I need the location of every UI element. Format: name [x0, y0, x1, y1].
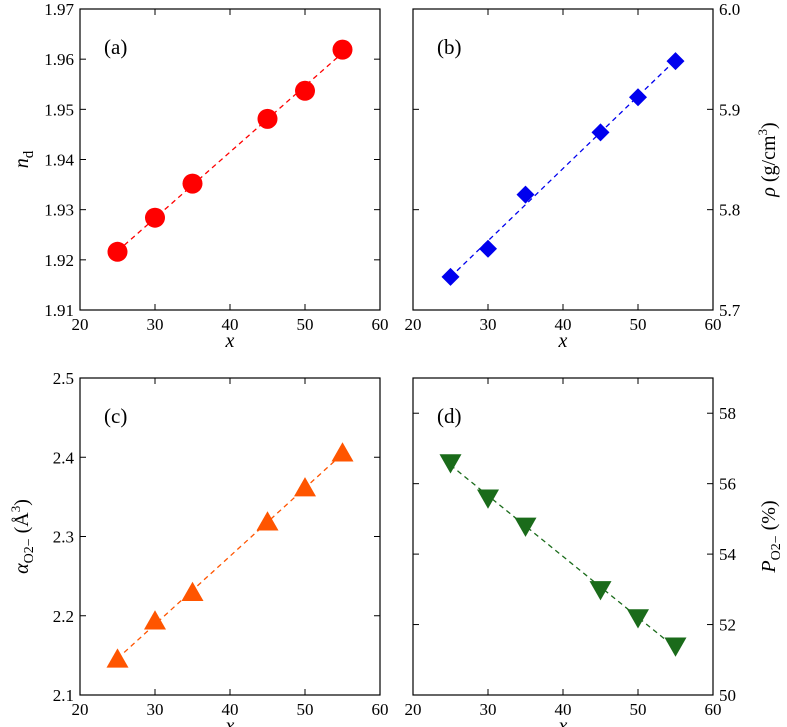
- panel-label: (b): [437, 35, 462, 59]
- data-point: [144, 610, 166, 630]
- y-axis-label: ρ (g/cm3): [755, 122, 780, 197]
- y-tick-label: 2.2: [53, 607, 74, 626]
- panel-c: 20 30 40 50 60 2.1 2.2 2.3 2.4 2.5 x αO2− (Å3) (c): [8, 369, 389, 727]
- x-tick-label: 50: [630, 315, 647, 334]
- y-tick-label: 56: [719, 475, 736, 494]
- x-axis-label: x: [558, 330, 568, 352]
- data-point: [477, 489, 499, 509]
- data-point: [627, 609, 649, 629]
- data-point: [182, 173, 203, 194]
- data-point: [294, 477, 316, 497]
- x-tick-label: 60: [372, 700, 389, 719]
- data-point: [257, 108, 278, 129]
- y-tick-label: 6.0: [719, 0, 740, 19]
- data-point: [107, 241, 128, 262]
- y-tick-label: 1.95: [44, 100, 74, 119]
- x-tick-label: 30: [480, 315, 497, 334]
- y-tick-label: 2.1: [53, 686, 74, 705]
- y-axis-label: αO2− (Å3): [8, 499, 37, 574]
- x-axis-label: x: [558, 715, 568, 727]
- x-tick-label: 50: [297, 700, 314, 719]
- x-tick-label: 50: [297, 315, 314, 334]
- y-tick-label: 1.94: [44, 151, 74, 170]
- x-tick-label: 40: [222, 315, 239, 334]
- panel-label: (a): [104, 35, 127, 59]
- data-point: [295, 80, 315, 101]
- panel-label: (d): [437, 404, 462, 428]
- data-point: [332, 39, 353, 60]
- x-tick-label: 20: [72, 700, 89, 719]
- y-tick-label: 5.9: [719, 100, 740, 119]
- data-point: [441, 267, 460, 286]
- y-tick-label: 2.5: [53, 369, 74, 388]
- data-point: [591, 123, 610, 142]
- y-tick-label: 1.96: [44, 50, 74, 69]
- y-tick-label: 50: [719, 686, 736, 705]
- y-tick-label: 5.8: [719, 201, 740, 220]
- x-tick-label: 20: [405, 315, 422, 334]
- panel-label: (c): [104, 404, 127, 428]
- y-tick-label: 58: [719, 404, 736, 423]
- data-point: [629, 88, 647, 107]
- x-axis-label: x: [225, 330, 235, 352]
- y-axis-label: PO2− (%): [758, 500, 784, 573]
- x-tick-label: 20: [72, 315, 89, 334]
- x-tick-label: 60: [372, 315, 389, 334]
- data-point: [516, 185, 535, 204]
- y-tick-label: 2.3: [53, 528, 74, 547]
- data-point: [439, 454, 462, 474]
- data-point: [145, 207, 165, 228]
- x-tick-label: 40: [555, 315, 572, 334]
- panel-b: 20 30 40 50 605.7 5.8 5.9 6.0 x ρ (g/cm3) (b): [405, 0, 781, 352]
- y-tick-label: 1.92: [44, 251, 74, 270]
- data-point: [589, 581, 612, 601]
- data-point: [666, 52, 685, 71]
- x-tick-label: 20: [405, 700, 422, 719]
- y-tick-label: 52: [719, 616, 736, 635]
- data-point: [106, 648, 129, 668]
- x-tick-label: 30: [147, 315, 164, 334]
- data-point: [256, 511, 279, 531]
- x-axis-label: x: [225, 715, 235, 727]
- data-point: [664, 637, 687, 657]
- y-tick-label: 1.93: [44, 201, 74, 220]
- x-tick-label: 60: [705, 315, 722, 334]
- x-tick-label: 60: [705, 700, 722, 719]
- x-tick-label: 40: [222, 700, 239, 719]
- data-point: [479, 239, 497, 258]
- y-tick-label: 54: [719, 545, 737, 564]
- data-point: [181, 581, 204, 602]
- y-tick-label: 1.97: [44, 0, 74, 19]
- y-axis-label: nd: [11, 150, 37, 168]
- y-tick-label: 2.4: [53, 448, 75, 467]
- data-point: [331, 442, 354, 462]
- x-tick-label: 40: [555, 700, 572, 719]
- fit-line: [450, 59, 676, 278]
- x-tick-label: 30: [480, 700, 497, 719]
- y-tick-label: 1.91: [44, 301, 74, 320]
- y-tick-label: 5.7: [719, 301, 741, 320]
- x-tick-label: 30: [147, 700, 164, 719]
- x-tick-label: 50: [630, 700, 647, 719]
- panel-a: 20 30 40 50 60 1.91 1.92 1.93 1.94 1.95 1.96 1.97 x n…: [11, 0, 389, 352]
- data-point: [514, 517, 537, 537]
